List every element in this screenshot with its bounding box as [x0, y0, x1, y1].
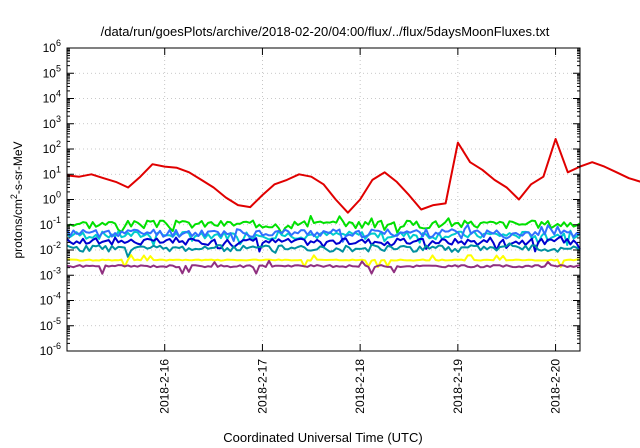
series-line-4 [66, 223, 581, 243]
chart-title: /data/run/goesPlots/archive/2018-02-20/0… [101, 24, 550, 39]
series-line-6 [66, 242, 581, 258]
grid [67, 48, 580, 351]
y-axis-label-base: protons/cm [11, 199, 25, 258]
y-axis-label-sup: 2 [9, 194, 19, 199]
y-tick-label: 10-4 [40, 291, 61, 308]
series-line-2 [66, 215, 581, 235]
y-tick-label: 100 [43, 190, 61, 207]
series-line-5 [66, 235, 581, 253]
y-axis: 10-6 10-5 10-4 10-3 10-2 10-1 100 101 102 103 104 1… [40, 38, 580, 358]
x-tick-label: 2018-2-19 [451, 359, 465, 414]
y-tick-label: 103 [43, 114, 61, 131]
y-tick-label: 10-3 [40, 265, 61, 282]
y-tick-label: 10-1 [40, 215, 61, 232]
y-tick-label: 10-6 [40, 341, 61, 358]
y-tick-label: 102 [43, 139, 61, 156]
x-tick-label: 2018-2-17 [255, 359, 269, 414]
series-line-8 [66, 259, 581, 275]
series-layer [66, 138, 640, 275]
x-tick-label: 2018-2-18 [353, 359, 367, 414]
series-line-1 [66, 138, 640, 214]
y-tick-label: 10-5 [40, 316, 61, 333]
y-tick-label: 10-2 [40, 240, 61, 257]
y-axis-label-rest: -s-sr-MeV [11, 141, 25, 194]
y-tick-label: 104 [43, 89, 61, 106]
x-tick-label: 2018-2-20 [549, 359, 563, 414]
y-axis-label: protons/cm2-s-sr-MeV [9, 141, 25, 258]
x-tick-label: 2018-2-16 [158, 359, 172, 414]
series-line-7 [66, 254, 581, 268]
y-tick-label: 101 [43, 164, 61, 181]
x-axis-label: Coordinated Universal Time (UTC) [223, 430, 422, 445]
y-tick-label: 105 [43, 63, 61, 80]
x-axis: 2018-2-16 2018-2-17 2018-2-18 2018-2-19 2018… [158, 48, 563, 414]
y-tick-label: 106 [43, 38, 61, 55]
